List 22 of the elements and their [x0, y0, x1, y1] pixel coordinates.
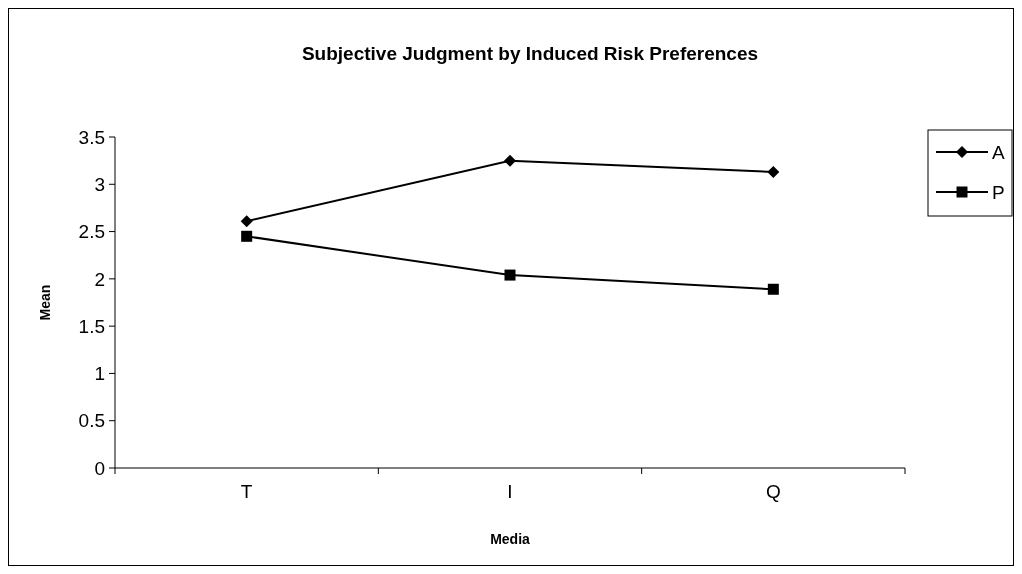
x-tick-label: T: [240, 481, 253, 502]
y-tick-label: 1: [94, 363, 105, 385]
point: [504, 154, 516, 167]
point: [767, 283, 779, 295]
y-tick-label: 0: [94, 457, 105, 479]
chart-title: Subjective Judgment by Induced Risk Preferences: [301, 43, 759, 64]
x-axis-title: Media: [490, 531, 531, 547]
y-tick-label: 1.5: [78, 315, 105, 337]
y-tick-label: 3.5: [78, 126, 105, 148]
x-tick-label: I: [507, 481, 513, 502]
y-tick-label: 2.5: [78, 221, 105, 243]
point: [241, 230, 253, 242]
point: [240, 215, 253, 228]
y-tick-label: 2: [94, 268, 105, 290]
legend-label: P: [992, 181, 1005, 203]
point: [504, 269, 516, 281]
x-tick-label: Q: [765, 481, 781, 502]
legend-label: A: [992, 141, 1005, 163]
point: [767, 165, 780, 178]
y-axis-title: Mean: [37, 284, 53, 321]
y-tick-label: 0.5: [78, 410, 105, 432]
y-tick-label: 3: [94, 173, 105, 195]
